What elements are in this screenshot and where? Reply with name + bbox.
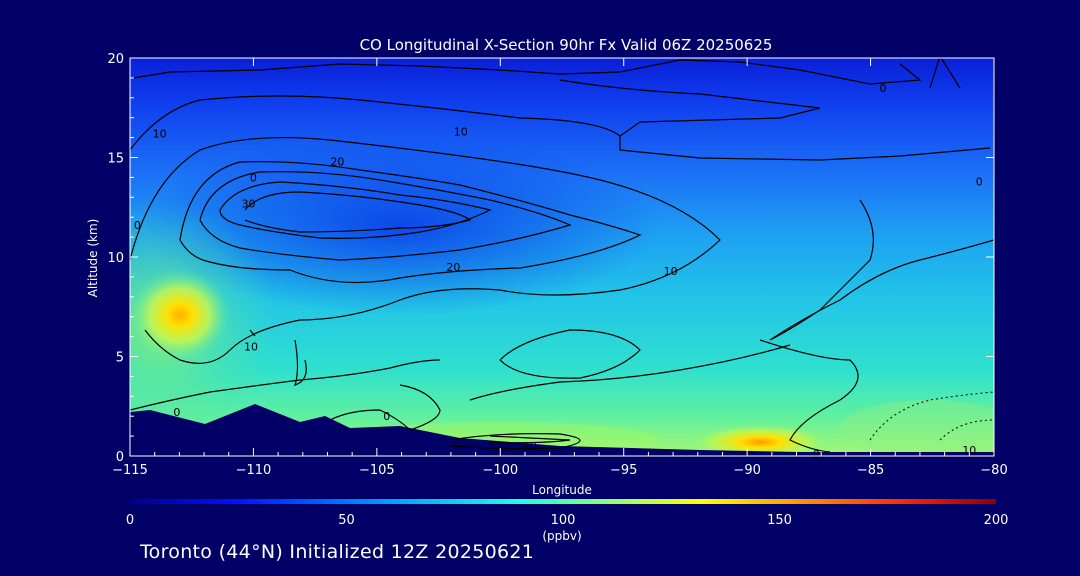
- x-tick-label: −90: [733, 463, 760, 478]
- x-axis-label: Longitude: [532, 483, 592, 497]
- contour-label: 10: [664, 265, 678, 278]
- contour-label: 0: [250, 171, 257, 184]
- y-axis-label: Altitude (km): [86, 219, 100, 298]
- y-axis: 0 5 10 15 20: [107, 52, 994, 465]
- y-tick-label: 15: [107, 152, 124, 167]
- y-tick-label: 0: [116, 450, 124, 465]
- colorbar-tick-label: 150: [767, 513, 792, 528]
- colorbar-tick-label: 200: [984, 513, 1009, 528]
- colorbar-unit: (ppbv): [542, 529, 581, 543]
- contour-label: 0: [976, 175, 983, 188]
- location-caption: Toronto (44°N) Initialized 12Z 20250621: [140, 541, 535, 563]
- contour-label: 0: [383, 410, 390, 423]
- contour-label: 10: [244, 341, 258, 354]
- x-tick-label: −105: [359, 463, 395, 478]
- contour-label: 0: [173, 406, 180, 419]
- x-tick-label: −110: [236, 463, 272, 478]
- contour-label: 20: [446, 261, 460, 274]
- contour-label: 0: [879, 82, 886, 95]
- contour-label: 10: [454, 126, 468, 139]
- contour-label: 20: [330, 155, 344, 168]
- colorbar-ticks: 0 50 100 150 200: [126, 513, 1009, 528]
- contour-lines: [130, 58, 994, 453]
- colorbar-tick-label: 50: [338, 513, 355, 528]
- x-tick-label: −100: [482, 463, 518, 478]
- y-tick-label: 10: [107, 251, 124, 266]
- contour-label: 10: [523, 440, 537, 453]
- x-axis: −115 −110 −105 −100 −95 −90 −85 −80: [112, 58, 1008, 478]
- contour-label: 0: [134, 219, 141, 232]
- contour-label: 10: [153, 128, 167, 141]
- colorbar-tick-label: 0: [126, 513, 134, 528]
- x-tick-label: −80: [980, 463, 1007, 478]
- concentration-field: [130, 58, 994, 456]
- contour-label: 0: [813, 448, 820, 461]
- x-tick-label: −115: [112, 463, 148, 478]
- x-tick-label: −95: [610, 463, 637, 478]
- y-tick-label: 5: [116, 351, 124, 366]
- x-tick-label: −85: [857, 463, 884, 478]
- terrain-mask: [130, 404, 994, 456]
- colorbar-tick-label: 100: [551, 513, 576, 528]
- y-tick-label: 20: [107, 52, 124, 67]
- contour-label: 10: [962, 444, 976, 457]
- negative-contours: [869, 391, 994, 441]
- contour-label: 30: [241, 197, 255, 210]
- chart-title: CO Longitudinal X-Section 90hr Fx Valid …: [360, 36, 773, 54]
- colorbar: [130, 499, 996, 504]
